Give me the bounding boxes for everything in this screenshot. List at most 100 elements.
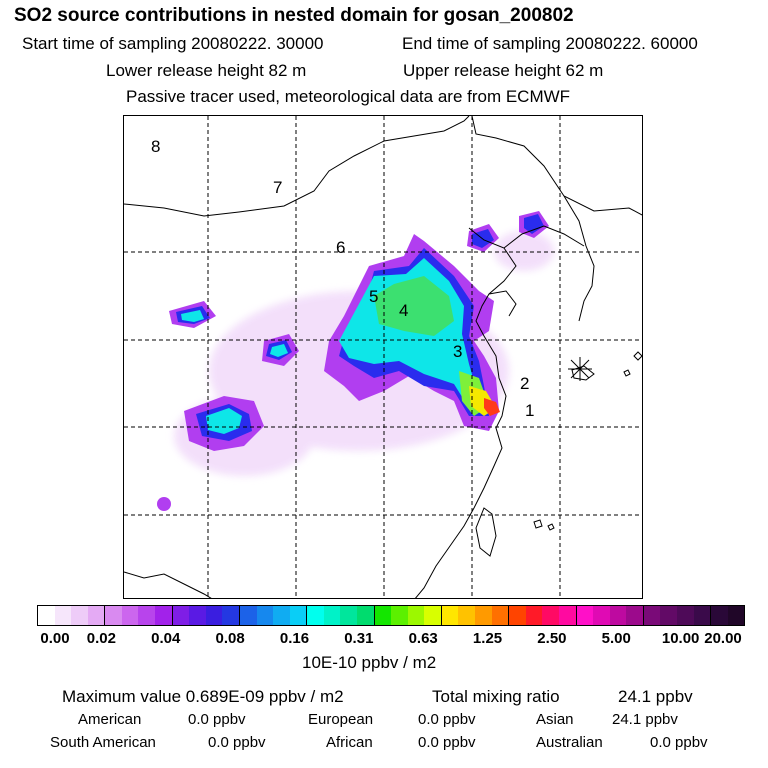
- color-scale-swatch: [71, 606, 88, 625]
- tracer-note: Passive tracer used, meteorological data…: [126, 87, 571, 106]
- color-scale-swatch: [138, 606, 156, 625]
- region-value: 0.0 ppbv: [208, 734, 266, 751]
- color-scale-swatch: [38, 606, 55, 625]
- color-scale-swatch: [676, 606, 694, 625]
- color-scale-swatch: [307, 606, 324, 625]
- plume-cyan: [181, 310, 204, 322]
- color-scale-swatch: [323, 606, 341, 625]
- region-label: 7: [273, 178, 282, 197]
- plume-outer: [157, 497, 171, 511]
- color-scale-swatch: [660, 606, 677, 625]
- plume-blue: [524, 214, 544, 234]
- color-scale-tick-label: 0.31: [344, 630, 374, 647]
- color-scale-swatch: [424, 606, 442, 625]
- region-value: 0.0 ppbv: [418, 711, 476, 728]
- color-scale-swatch: [458, 606, 476, 625]
- region-name: African: [326, 734, 373, 751]
- upper-height-label: Upper release height 62 m: [403, 61, 604, 80]
- region-labels: 8 7 6 5 4 3 2 1: [151, 137, 534, 420]
- concentration-field: [157, 211, 554, 511]
- color-scale-swatch: [643, 606, 661, 625]
- plume-red: [484, 398, 500, 416]
- color-scale-swatch: [189, 606, 206, 625]
- color-scale-swatch: [289, 606, 308, 625]
- color-scale-swatch: [356, 606, 375, 625]
- color-scale-tick-label: 0.16: [279, 630, 310, 647]
- color-scale-swatch: [542, 606, 559, 625]
- region-label: 6: [336, 238, 345, 257]
- color-scale-swatch: [525, 606, 543, 625]
- region-value: 24.1 ppbv: [612, 711, 678, 728]
- region-label: 2: [520, 374, 529, 393]
- color-scale-swatch: [441, 606, 459, 625]
- color-scale-swatch: [340, 606, 357, 625]
- plume-cyan: [270, 344, 288, 357]
- color-scale-swatch: [87, 606, 106, 625]
- region-label: 4: [399, 301, 408, 320]
- region-value: 0.0 ppbv: [188, 711, 246, 728]
- region-name: American: [78, 711, 142, 728]
- maximum-value-label: Maximum value 0.689E-09 ppbv / m2: [62, 687, 344, 706]
- color-scale-swatch: [205, 606, 223, 625]
- color-scale-swatch: [693, 606, 712, 625]
- color-scale-swatch: [475, 606, 492, 625]
- color-scale-swatch: [54, 606, 72, 625]
- region-label: 8: [151, 137, 160, 156]
- region-name: European: [308, 711, 374, 728]
- color-scale-swatch: [105, 606, 122, 625]
- color-scale-swatch: [222, 606, 240, 625]
- color-scale-swatch: [121, 606, 139, 625]
- plume-halo: [494, 231, 554, 271]
- region-value: 0.0 ppbv: [418, 734, 476, 751]
- map-panel: 8 7 6 5 4 3 2 1: [123, 115, 643, 599]
- color-scale-swatch: [626, 606, 644, 625]
- region-label: 3: [453, 342, 462, 361]
- lat-lon-grid: [124, 116, 642, 598]
- color-scale-tick-label: 0.08: [215, 630, 245, 647]
- color-scale-swatch: [727, 606, 745, 625]
- color-scale-tick-label: 20.00: [704, 630, 742, 647]
- color-scale-swatch: [576, 606, 594, 625]
- color-scale-swatch: [155, 606, 173, 625]
- color-scale-swatch: [491, 606, 510, 625]
- map-title: SO2 source contributions in nested domai…: [14, 5, 574, 26]
- color-scale-tick-label: 0.02: [86, 630, 116, 647]
- plume-blue: [472, 229, 494, 248]
- color-scale-tick-label: 0.63: [408, 630, 438, 647]
- color-scale-swatch: [374, 606, 392, 625]
- color-scale-swatch: [273, 606, 290, 625]
- plume-green: [374, 276, 454, 336]
- color-scale-swatch: [609, 606, 627, 625]
- color-scale-swatch: [407, 606, 425, 625]
- coastlines: [124, 116, 642, 598]
- color-scale-tick-label: 1.25: [472, 630, 503, 647]
- asterisk-icon: [568, 357, 592, 381]
- lower-height-label: Lower release height 82 m: [106, 61, 307, 80]
- color-scale-tick-label: 5.00: [601, 630, 631, 647]
- map-canvas: 8 7 6 5 4 3 2 1: [124, 116, 642, 598]
- start-time-label: Start time of sampling 20080222. 30000: [22, 34, 324, 53]
- color-scale-swatch: [256, 606, 274, 625]
- color-scale-tick-label: 10.00: [661, 630, 700, 647]
- color-scale-tick-label: 2.50: [537, 630, 567, 647]
- color-scale-swatch: [239, 606, 257, 625]
- region-label: 5: [369, 287, 378, 306]
- color-scale-swatch: [509, 606, 526, 625]
- color-scale-swatch: [391, 606, 408, 625]
- color-scale-swatch: [172, 606, 190, 625]
- color-scale-swatch: [593, 606, 610, 625]
- region-name: Australian: [536, 734, 603, 751]
- region-value: 0.0 ppbv: [650, 734, 708, 751]
- color-scale-bar: [37, 605, 745, 626]
- color-scale-tick-label: 0.00: [40, 630, 70, 647]
- end-time-label: End time of sampling 20080222. 60000: [402, 34, 698, 53]
- region-label: 1: [525, 401, 534, 420]
- unit-label: 10E-10 ppbv / m2: [302, 653, 437, 672]
- color-scale-tick-label: 0.04: [151, 630, 181, 647]
- region-name: Asian: [536, 711, 574, 728]
- color-scale-swatch: [558, 606, 577, 625]
- region-name: South American: [50, 734, 156, 751]
- total-mixing-label: Total mixing ratio: [432, 687, 560, 706]
- total-mixing-value: 24.1 ppbv: [618, 687, 693, 706]
- color-scale-swatch: [711, 606, 728, 625]
